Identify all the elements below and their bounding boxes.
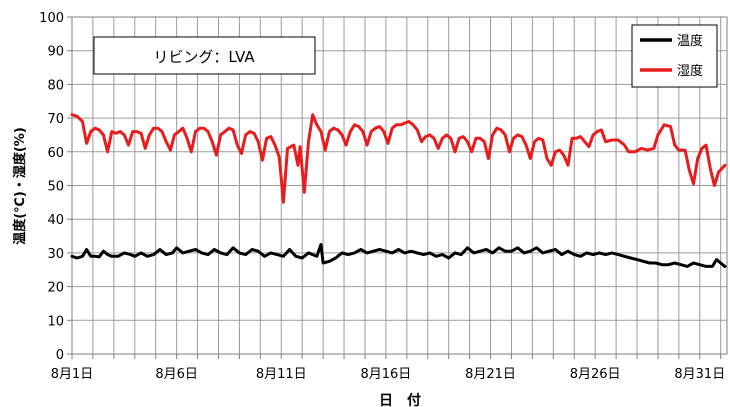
- legend-label-humidity: 湿度: [677, 63, 703, 79]
- y-tick-label: 20: [47, 281, 64, 296]
- y-tick-label: 0: [56, 348, 64, 363]
- legend-label-temperature: 温度: [677, 33, 703, 49]
- y-tick-label: 30: [47, 247, 64, 262]
- x-tick-label: 8月6日: [155, 367, 198, 382]
- y-tick-label: 40: [47, 213, 64, 228]
- chart-title-box: [93, 36, 316, 75]
- y-tick-label: 60: [47, 146, 64, 161]
- x-tick-label: 8月1日: [51, 367, 94, 382]
- x-axis-label: 日 付: [379, 392, 421, 407]
- x-tick-labels: 8月1日 8月6日 8月11日 8月16日 8月21日 8月26日 8月31日: [51, 367, 725, 382]
- y-tick-label: 10: [47, 314, 64, 329]
- y-tick-label: 80: [47, 78, 64, 93]
- series-lines: [70, 113, 727, 268]
- series-line-humidity: [70, 113, 727, 204]
- series-line-temperature: [70, 243, 727, 268]
- chart-title: リビング：LVA: [153, 48, 255, 66]
- y-tick-label: 50: [47, 180, 64, 195]
- grid: [67, 16, 727, 359]
- x-tick-label: 8月16日: [360, 367, 411, 382]
- y-tick-label: 90: [47, 45, 64, 60]
- y-tick-label: 100: [39, 11, 64, 26]
- x-tick-label: 8月21日: [465, 367, 516, 382]
- y-tick-label: 70: [47, 112, 64, 127]
- x-tick-label: 8月26日: [570, 367, 621, 382]
- x-tick-label: 8月31日: [674, 367, 725, 382]
- y-tick-labels: 0 10 20 30 40 50 60 70 80 90 100: [39, 11, 64, 363]
- legend-box: [631, 24, 718, 88]
- y-axis-label: 温度(℃)・湿度(%): [12, 127, 28, 245]
- plot-frame: [71, 16, 728, 355]
- x-tick-label: 8月11日: [256, 367, 307, 382]
